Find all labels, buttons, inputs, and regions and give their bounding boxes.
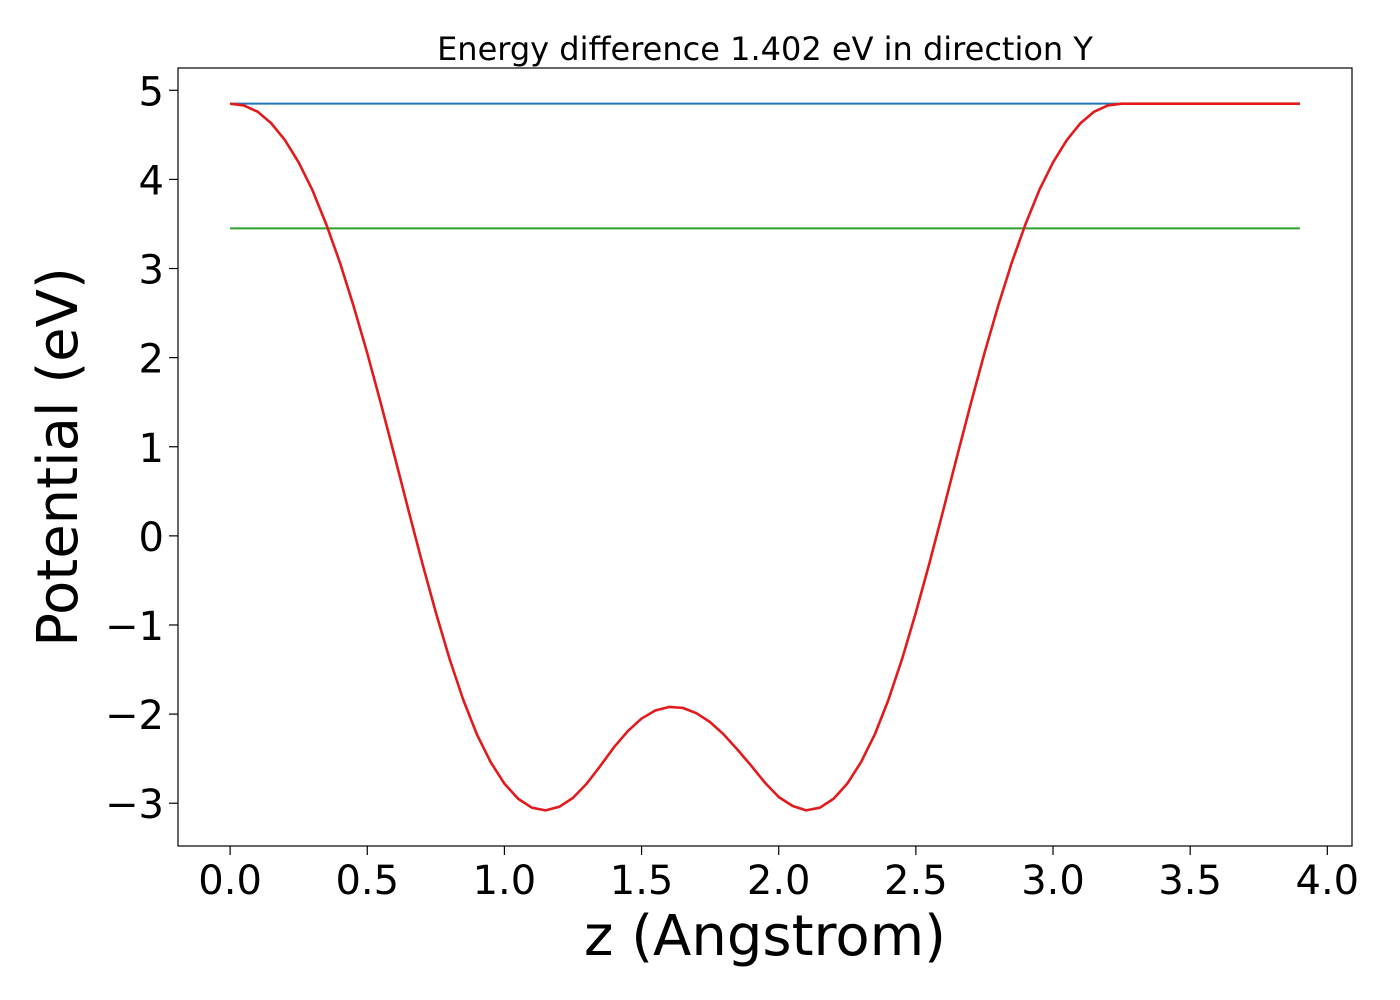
x-axis: 0.0 0.5 1.0 1.5 2.0 2.5 3.0 3.5 4.0	[198, 846, 1359, 904]
x-tick-label: 1.0	[473, 858, 537, 904]
y-tick-label: −3	[105, 782, 164, 828]
x-tick-label: 3.5	[1158, 858, 1222, 904]
x-tick-label: 0.0	[198, 858, 262, 904]
y-axis-title: Potential (eV)	[26, 267, 91, 647]
x-tick-label: 2.5	[884, 858, 948, 904]
y-axis: −3 −2 −1 0 1 2 3 4 5	[105, 69, 178, 828]
x-axis-title: z (Angstrom)	[584, 904, 946, 969]
plot-frame	[177, 67, 1353, 847]
y-tick-label: 0	[139, 515, 164, 561]
y-tick-label: 3	[139, 248, 164, 294]
x-tick-label: 1.5	[610, 858, 674, 904]
series-line-0	[229, 102, 1300, 812]
x-tick-label: 3.0	[1021, 858, 1085, 904]
x-tick-label: 2.0	[747, 858, 811, 904]
y-tick-label: 4	[139, 158, 164, 204]
y-tick-label: 2	[139, 337, 164, 383]
x-tick-label: 0.5	[335, 858, 399, 904]
plot-area	[229, 102, 1300, 812]
y-tick-label: 5	[139, 69, 164, 115]
y-tick-label: −1	[105, 604, 164, 650]
y-tick-label: −2	[105, 693, 164, 739]
x-tick-label: 4.0	[1296, 858, 1360, 904]
chart-title: Energy difference 1.402 eV in direction …	[437, 30, 1093, 68]
y-tick-label: 1	[139, 426, 164, 472]
